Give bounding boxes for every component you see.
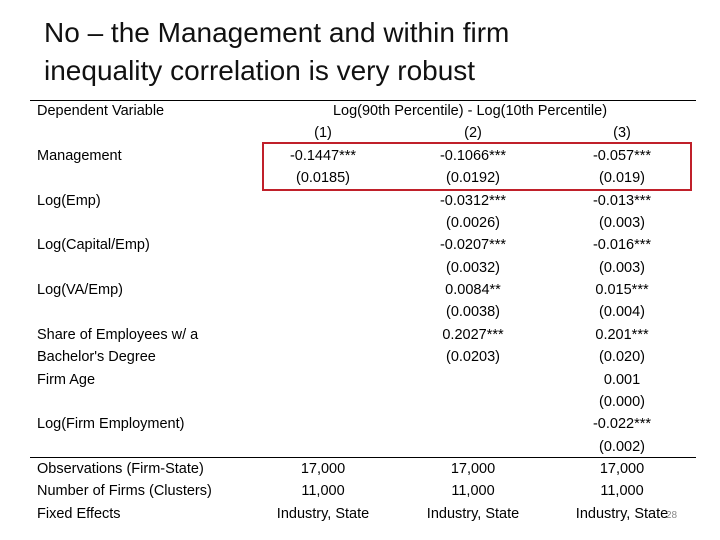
cell: 17,000: [300, 461, 346, 477]
row-label: Fixed Effects: [37, 505, 121, 522]
cell: 0.015***: [595, 282, 649, 298]
row-label: Log(Capital/Emp): [37, 237, 150, 254]
cell: Industry, State: [575, 505, 669, 522]
row-label: Management: [37, 147, 122, 164]
cell: 0.2027***: [442, 326, 504, 343]
header-label: Dependent Variable: [37, 103, 165, 119]
row-label: Log(Emp): [37, 192, 101, 209]
cell: 17,000: [450, 461, 496, 477]
cell: (0.002): [599, 438, 645, 455]
cell: (0.0032): [445, 259, 501, 276]
cell: (0.003): [599, 259, 645, 276]
cell: 11,000: [600, 483, 644, 500]
cell: -0.1066***: [439, 147, 507, 164]
row-label: Observations (Firm-State): [37, 461, 204, 477]
cell: 11,000: [451, 483, 495, 500]
cell: 0.0084**: [445, 282, 501, 298]
cell: -0.1447***: [289, 147, 357, 164]
cell: Industry, State: [276, 505, 370, 522]
row-label: Share of Employees w/ a: [37, 326, 199, 343]
title-line: inequality correlation is very robust: [44, 55, 476, 86]
cell: (2): [464, 125, 482, 142]
cell: (0.0185): [295, 170, 351, 187]
cell: (0.000): [599, 393, 645, 410]
cell: (0.003): [599, 214, 645, 231]
cell: (1): [314, 125, 332, 142]
cell: -0.013***: [592, 192, 652, 209]
cell: -0.016***: [592, 237, 652, 254]
row-label: Log(VA/Emp): [37, 282, 123, 298]
cell: (0.019): [599, 170, 645, 187]
cell: (0.0192): [445, 170, 501, 187]
top-rule: [30, 100, 696, 101]
cell: (0.004): [599, 304, 645, 321]
cell: 11,000: [301, 483, 345, 500]
cell: 0.001: [603, 371, 641, 388]
row-label: Bachelor's Degree: [37, 349, 156, 366]
cell: -0.0207***: [439, 237, 507, 254]
cell: -0.0312***: [439, 192, 507, 209]
cell: -0.022***: [592, 416, 652, 433]
row-label: Firm Age: [37, 371, 96, 388]
cell: 17,000: [599, 461, 645, 477]
cell: (0.0026): [445, 214, 501, 231]
title-line: No – the Management and within firm: [44, 17, 510, 48]
row-label: Number of Firms (Clusters): [37, 483, 212, 500]
slide-number: 28: [666, 510, 678, 521]
row-label: Log(Firm Employment): [37, 416, 185, 433]
cell: (0.0038): [445, 304, 501, 321]
cell: (0.0203): [445, 349, 501, 366]
middle-rule: [30, 457, 696, 458]
header-span: Log(90th Percentile) - Log(10th Percenti…: [332, 103, 608, 119]
highlight-box: [262, 142, 692, 191]
cell: 0.201***: [595, 326, 649, 343]
cell: -0.057***: [592, 147, 652, 164]
cell: (0.020): [599, 349, 645, 366]
cell: (3): [613, 125, 631, 142]
cell: Industry, State: [426, 505, 520, 522]
